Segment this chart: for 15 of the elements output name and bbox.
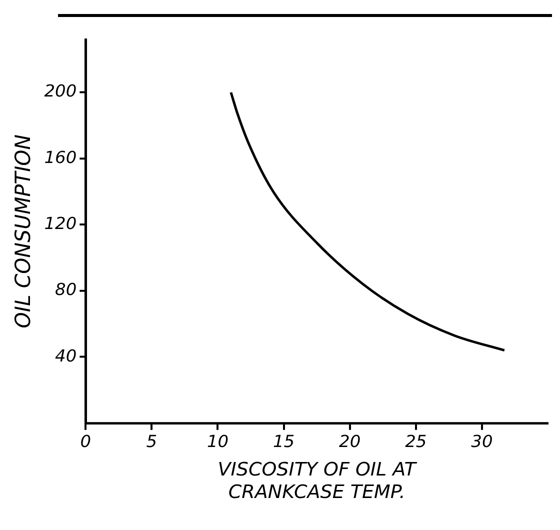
y-tick-label: 200 [44,80,77,101]
x-axis-title: VISCOSITY OF OIL AT CRANKCASE TEMP. [218,460,418,503]
x-tick-label: 0 [80,431,92,452]
x-tick-label: 25 [405,431,427,452]
line-series [230,91,506,352]
x-tick-label: 30 [471,431,493,452]
x-tick-label: 10 [206,431,229,452]
y-axis-title: OIL CONSUMPTION [10,134,36,328]
y-tick-label: 120 [44,213,77,233]
x-tick-label: 15 [272,431,295,452]
y-tick-label: 40 [55,345,77,366]
x-tick-label: 20 [339,431,361,452]
x-tick-label: 5 [146,431,158,452]
y-tick-label: 80 [55,279,77,300]
y-tick-label: 160 [44,147,77,167]
